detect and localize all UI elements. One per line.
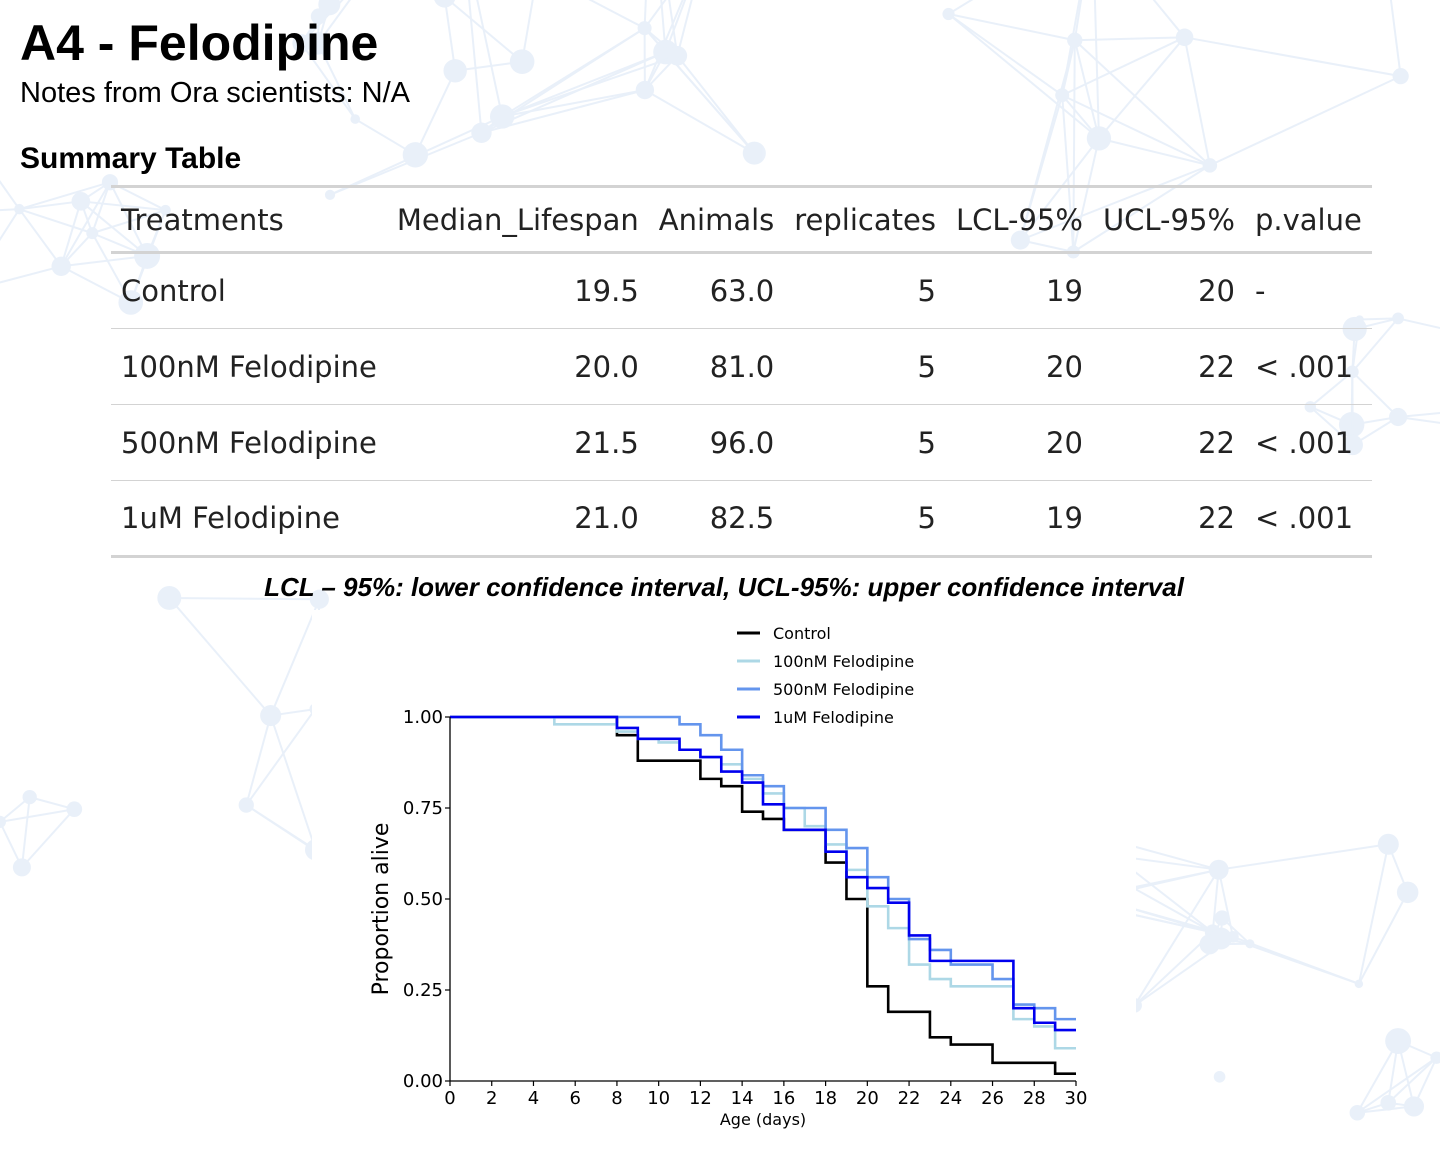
cell-lcl-95: 19 bbox=[1046, 501, 1083, 535]
x-axis-title: Age (days) bbox=[720, 1110, 806, 1129]
cell-ucl-95: 22 bbox=[1198, 349, 1235, 384]
survival-chart: 0 2 4 6 8 10 12 14 16 18 20 22 24 26 28 300.000.250.500… bbox=[312, 610, 1136, 1140]
cell-replicates: 5 bbox=[917, 349, 936, 384]
table-caption: LCL – 95%: lower confidence interval, UC… bbox=[264, 572, 1184, 602]
series-line-4 bbox=[450, 715, 1076, 1032]
table-row: Control 19.5 63.0 5 19 20 - bbox=[111, 253, 1372, 329]
cell-animals: 81.0 bbox=[709, 349, 775, 384]
cell-animals: 96.0 bbox=[709, 425, 775, 460]
x-tick-label: 18 bbox=[814, 1088, 837, 1109]
notes-text: Notes from Ora scientists: N/A bbox=[20, 77, 410, 109]
cell-ucl-95: 22 bbox=[1198, 425, 1235, 460]
column-header-treatments: Treatments bbox=[111, 186, 387, 254]
cell-replicates: 5 bbox=[917, 425, 936, 460]
column-header-ucl-95: UCL-95% bbox=[1092, 186, 1245, 254]
legend-label: 100nM Felodipine bbox=[773, 652, 914, 671]
table-row: 100nM Felodipine 20.0 81.0 5 20 22 < .00… bbox=[111, 329, 1372, 405]
series-line-2 bbox=[450, 715, 1076, 1050]
column-header-lcl-95: LCL-95% bbox=[945, 186, 1093, 254]
legend-label: 500nM Felodipine bbox=[773, 680, 914, 699]
cell-treatment: 100nM Felodipine bbox=[121, 349, 377, 384]
x-tick-label: 10 bbox=[647, 1088, 670, 1109]
x-tick-label: 26 bbox=[981, 1088, 1004, 1109]
x-tick-label: 28 bbox=[1023, 1088, 1046, 1109]
cell-animals: 63.0 bbox=[709, 274, 775, 308]
y-axis-title: Proportion alive bbox=[369, 823, 394, 996]
cell-median-lifespan: 19.5 bbox=[574, 274, 639, 308]
x-tick-label: 8 bbox=[611, 1088, 622, 1109]
y-tick-label: 0.00 bbox=[403, 1071, 443, 1092]
x-tick-label: 30 bbox=[1065, 1088, 1088, 1109]
summary-table-heading: Summary Table bbox=[20, 142, 242, 175]
cell-treatment: Control bbox=[121, 274, 226, 308]
y-tick-label: 0.75 bbox=[403, 798, 443, 819]
x-tick-label: 2 bbox=[486, 1088, 497, 1109]
x-tick-label: 12 bbox=[689, 1088, 712, 1109]
x-tick-label: 22 bbox=[898, 1088, 921, 1109]
legend-label: Control bbox=[773, 624, 831, 643]
legend-label: 1uM Felodipine bbox=[773, 708, 894, 727]
cell-median-lifespan: 21.5 bbox=[574, 425, 639, 460]
x-tick-label: 4 bbox=[528, 1088, 539, 1109]
page-title: A4 - Felodipine bbox=[20, 15, 379, 71]
x-tick-label: 0 bbox=[444, 1088, 455, 1109]
x-tick-label: 20 bbox=[856, 1088, 879, 1109]
cell-replicates: 5 bbox=[917, 274, 936, 308]
x-tick-label: 14 bbox=[731, 1088, 754, 1109]
column-header-replicates: replicates bbox=[784, 186, 946, 254]
column-header-median-lifespan: Median_Lifespan bbox=[386, 186, 649, 254]
x-tick-label: 24 bbox=[939, 1088, 962, 1109]
cell-lcl-95: 19 bbox=[1046, 274, 1083, 308]
table-header-row: Treatments Median_Lifespan Animals repli… bbox=[111, 186, 1372, 254]
cell-median-lifespan: 21.0 bbox=[574, 501, 639, 535]
y-tick-label: 0.25 bbox=[403, 980, 443, 1001]
x-tick-label: 6 bbox=[569, 1088, 580, 1109]
cell-ucl-95: 22 bbox=[1198, 501, 1235, 535]
series-line-3 bbox=[450, 715, 1076, 1021]
cell-ucl-95: 20 bbox=[1198, 274, 1235, 308]
cell-p-value: < .001 bbox=[1254, 349, 1354, 384]
x-tick-label: 16 bbox=[772, 1088, 795, 1109]
cell-p-value: - bbox=[1254, 274, 1266, 308]
summary-table: Treatments Median_Lifespan Animals repli… bbox=[111, 185, 1372, 558]
cell-p-value: < .001 bbox=[1254, 501, 1354, 535]
column-header-p-value: p.value bbox=[1244, 186, 1372, 254]
cell-animals: 82.5 bbox=[709, 501, 775, 535]
series-line-1 bbox=[450, 715, 1076, 1076]
table-row: 1uM Felodipine 21.0 82.5 5 19 22 < .001 bbox=[111, 481, 1372, 557]
y-tick-label: 0.50 bbox=[403, 889, 443, 910]
table-row: 500nM Felodipine 21.5 96.0 5 20 22 < .00… bbox=[111, 405, 1372, 481]
cell-treatment: 1uM Felodipine bbox=[121, 501, 340, 535]
chart-background bbox=[312, 610, 1136, 1140]
cell-p-value: < .001 bbox=[1254, 425, 1354, 460]
cell-treatment: 500nM Felodipine bbox=[121, 425, 377, 460]
cell-replicates: 5 bbox=[917, 501, 936, 535]
y-tick-label: 1.00 bbox=[403, 707, 443, 728]
column-header-animals: Animals bbox=[648, 186, 785, 254]
cell-lcl-95: 20 bbox=[1046, 425, 1083, 460]
cell-median-lifespan: 20.0 bbox=[574, 349, 639, 384]
cell-lcl-95: 20 bbox=[1046, 349, 1083, 384]
